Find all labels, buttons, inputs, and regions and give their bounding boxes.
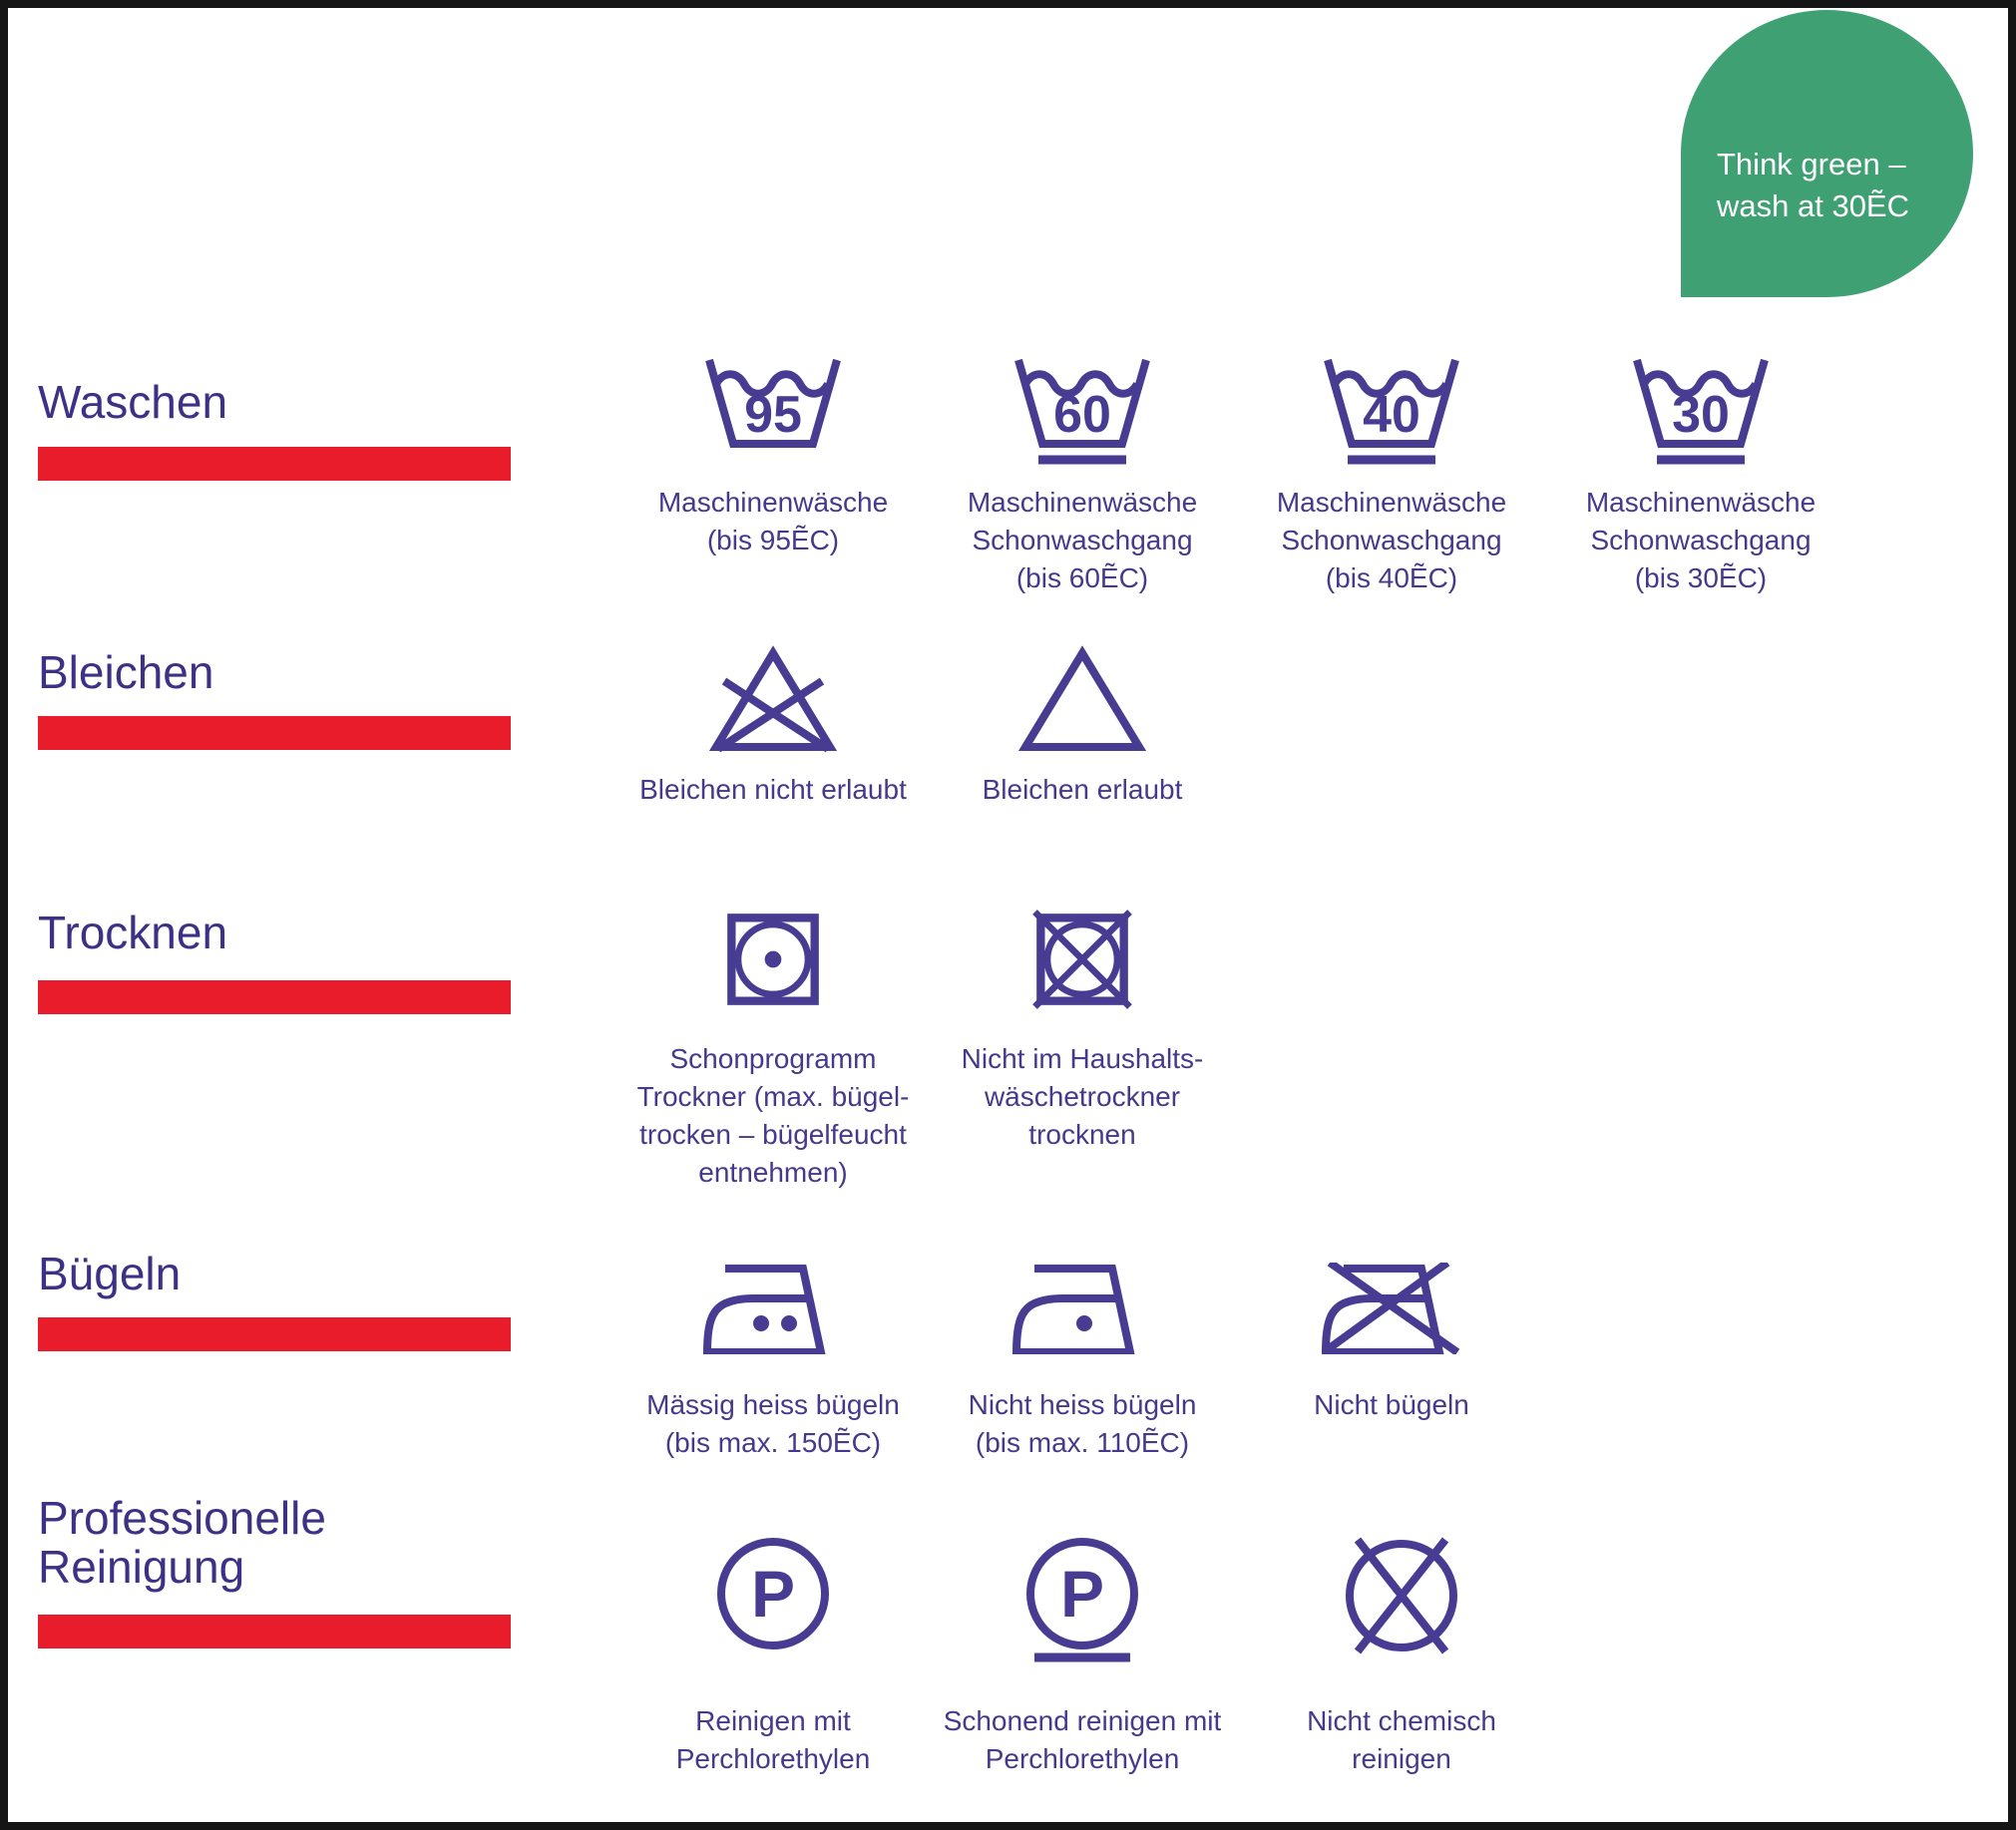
section-bar-bleichen: [38, 716, 511, 750]
care-item-dryclean-p-gentle: P Schonend reinigen mit Perchlorethylen: [928, 1536, 1237, 1778]
care-item-label: Maschinenwäsche Schonwaschgang (bis 40ẼC…: [1276, 487, 1507, 593]
care-item-label: Maschinenwäsche Schonwaschgang (bis 30ẼC…: [1585, 487, 1816, 593]
section-title-reinigung: Professionelle Reinigung: [38, 1492, 326, 1593]
svg-text:30: 30: [1672, 386, 1730, 444]
tumble-dry-not-allowed-icon: [1032, 910, 1132, 1009]
care-item-dryclean-p: P Reinigen mit Perchlorethylen: [618, 1536, 928, 1778]
wash-tub-60-icon: 60: [1014, 358, 1150, 465]
care-item-label: Schonend reinigen mit Perchlorethylen: [943, 1705, 1222, 1774]
care-item-dry-gentle: Schonprogramm Trockner (max. bügel- troc…: [618, 910, 928, 1192]
dry-clean-not-allowed-icon: [1346, 1537, 1457, 1654]
svg-text:P: P: [1060, 1557, 1104, 1631]
iron-not-allowed-icon: [1322, 1263, 1460, 1354]
dry-clean-p-gentle-icon: P: [1026, 1538, 1138, 1662]
tumble-dry-gentle-icon: [727, 914, 819, 1005]
dry-clean-p-icon: P: [717, 1538, 829, 1649]
svg-text:60: 60: [1053, 386, 1111, 444]
wash-tub-95-icon: 95: [705, 358, 841, 448]
svg-text:95: 95: [744, 386, 802, 444]
care-item-label: Mässig heiss bügeln (bis max. 150ẼC): [646, 1389, 900, 1458]
section-title-bleichen: Bleichen: [38, 646, 214, 698]
care-item-wash-60: 60 Maschinenwäsche Schonwaschgang (bis 6…: [928, 356, 1237, 597]
section-bar-waschen: [38, 447, 511, 481]
section-title-trocknen: Trocknen: [38, 907, 228, 958]
bleach-allowed-icon: [1017, 645, 1147, 751]
care-item-dry-no: Nicht im Haushalts- wäschetrockner trock…: [928, 910, 1237, 1154]
section-bar-trocknen: [38, 980, 511, 1014]
care-item-wash-95: 95 Maschinenwäsche (bis 95ẼC): [618, 356, 928, 559]
care-item-label: Maschinenwäsche (bis 95ẼC): [657, 487, 889, 555]
think-green-badge: Think green – wash at 30ẼC: [1681, 10, 1973, 297]
care-item-label: Nicht chemisch reinigen: [1307, 1705, 1496, 1774]
section-bar-reinigung: [38, 1615, 511, 1648]
badge-line2: wash at 30ẼC: [1717, 188, 1909, 223]
wash-tub-40-icon: 40: [1324, 358, 1459, 465]
badge-line1: Think green –: [1717, 147, 1906, 182]
section-title-buegeln: Bügeln: [38, 1248, 182, 1299]
care-item-label: Bleichen erlaubt: [982, 774, 1183, 805]
iron-low-heat-icon: [1012, 1265, 1135, 1354]
care-item-label: Nicht bügeln: [1314, 1389, 1469, 1420]
care-item-dryclean-no: Nicht chemisch reinigen: [1247, 1536, 1556, 1778]
care-item-label: Maschinenwäsche Schonwaschgang (bis 60ẼC…: [967, 487, 1198, 593]
svg-text:P: P: [751, 1557, 795, 1631]
care-item-label: Nicht heiss bügeln (bis max. 110ẼC): [968, 1389, 1197, 1458]
wash-tub-30-icon: 30: [1633, 358, 1769, 465]
care-item-label: Bleichen nicht erlaubt: [639, 774, 907, 805]
care-item-label: Nicht im Haushalts- wäschetrockner trock…: [961, 1043, 1204, 1150]
bleach-not-allowed-icon: [708, 645, 838, 753]
badge-text: Think green – wash at 30ẼC: [1717, 144, 1909, 227]
iron-medium-heat-icon: [703, 1265, 826, 1354]
care-item-wash-30: 30 Maschinenwäsche Schonwaschgang (bis 3…: [1546, 356, 1855, 597]
section-title-waschen: Waschen: [38, 376, 228, 428]
svg-text:40: 40: [1363, 386, 1420, 444]
care-item-iron-medium: Mässig heiss bügeln (bis max. 150ẼC): [618, 1263, 928, 1462]
care-item-iron-low: Nicht heiss bügeln (bis max. 110ẼC): [928, 1263, 1237, 1462]
care-item-bleach-yes: Bleichen erlaubt: [928, 643, 1237, 809]
care-item-iron-no: Nicht bügeln: [1237, 1263, 1546, 1424]
care-item-wash-40: 40 Maschinenwäsche Schonwaschgang (bis 4…: [1237, 356, 1546, 597]
care-item-label: Reinigen mit Perchlorethylen: [675, 1705, 871, 1774]
care-item-bleach-no: Bleichen nicht erlaubt: [618, 643, 928, 809]
section-bar-buegeln: [38, 1317, 511, 1351]
care-item-label: Schonprogramm Trockner (max. bügel- troc…: [636, 1043, 910, 1188]
